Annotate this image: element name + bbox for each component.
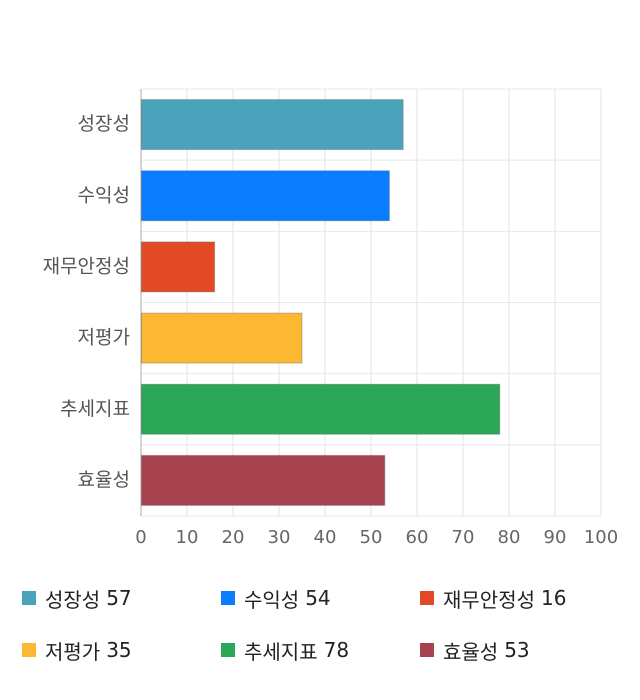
x-tick-label: 100 xyxy=(584,527,618,548)
bar xyxy=(141,312,303,364)
bars xyxy=(141,99,501,506)
legend-item: 추세지표 78 xyxy=(221,635,349,665)
legend-swatch xyxy=(221,591,235,605)
legend-value: 54 xyxy=(305,586,331,610)
legend-value: 35 xyxy=(106,638,132,662)
legend-value: 16 xyxy=(541,586,567,610)
legend-label: 성장성 xyxy=(45,587,101,612)
x-tick-label: 60 xyxy=(406,527,429,548)
legend-item: 효율성 53 xyxy=(420,635,530,665)
legend-item: 성장성 57 xyxy=(22,583,132,613)
grid xyxy=(140,88,602,517)
category-label: 저평가 xyxy=(78,327,130,349)
category-label: 수익성 xyxy=(78,184,130,206)
x-tick-label: 90 xyxy=(544,527,567,548)
legend: 성장성 57 수익성 54 재무안정성 16 저평가 35 추세지표 78 효율… xyxy=(0,578,640,688)
legend-swatch xyxy=(420,591,434,605)
category-label: 효율성 xyxy=(78,469,130,491)
legend-swatch xyxy=(221,643,235,657)
bar xyxy=(141,454,386,506)
x-tick-label: 20 xyxy=(222,527,245,548)
bar xyxy=(141,99,404,151)
legend-swatch xyxy=(22,591,36,605)
x-tick-label: 40 xyxy=(314,527,337,548)
x-tick-label: 50 xyxy=(360,527,383,548)
x-tick-label: 70 xyxy=(452,527,475,548)
legend-item: 재무안정성 16 xyxy=(420,583,566,613)
legend-label: 추세지표 xyxy=(244,639,318,664)
x-tick-label: 10 xyxy=(176,527,199,548)
legend-label: 수익성 xyxy=(244,587,300,612)
legend-item: 저평가 35 xyxy=(22,635,132,665)
legend-value: 57 xyxy=(106,586,132,610)
x-tick-label: 30 xyxy=(268,527,291,548)
legend-value: 78 xyxy=(323,638,350,662)
bar xyxy=(141,383,501,435)
legend-value: 53 xyxy=(504,638,530,662)
bar xyxy=(141,241,216,293)
x-tick-label: 0 xyxy=(135,527,146,548)
bar xyxy=(141,170,390,222)
legend-label: 재무안정성 xyxy=(443,587,535,612)
category-label: 추세지표 xyxy=(60,398,130,420)
category-label: 성장성 xyxy=(78,113,130,135)
legend-swatch xyxy=(420,643,434,657)
legend-label: 효율성 xyxy=(443,639,499,664)
legend-label: 저평가 xyxy=(45,639,101,664)
category-label: 재무안정성 xyxy=(43,255,130,277)
x-tick-label: 80 xyxy=(498,527,521,548)
legend-swatch xyxy=(22,643,36,657)
legend-item: 수익성 54 xyxy=(221,583,331,613)
x-axis-ticks: 0 10 20 30 40 50 60 70 80 90 100 xyxy=(135,527,618,548)
